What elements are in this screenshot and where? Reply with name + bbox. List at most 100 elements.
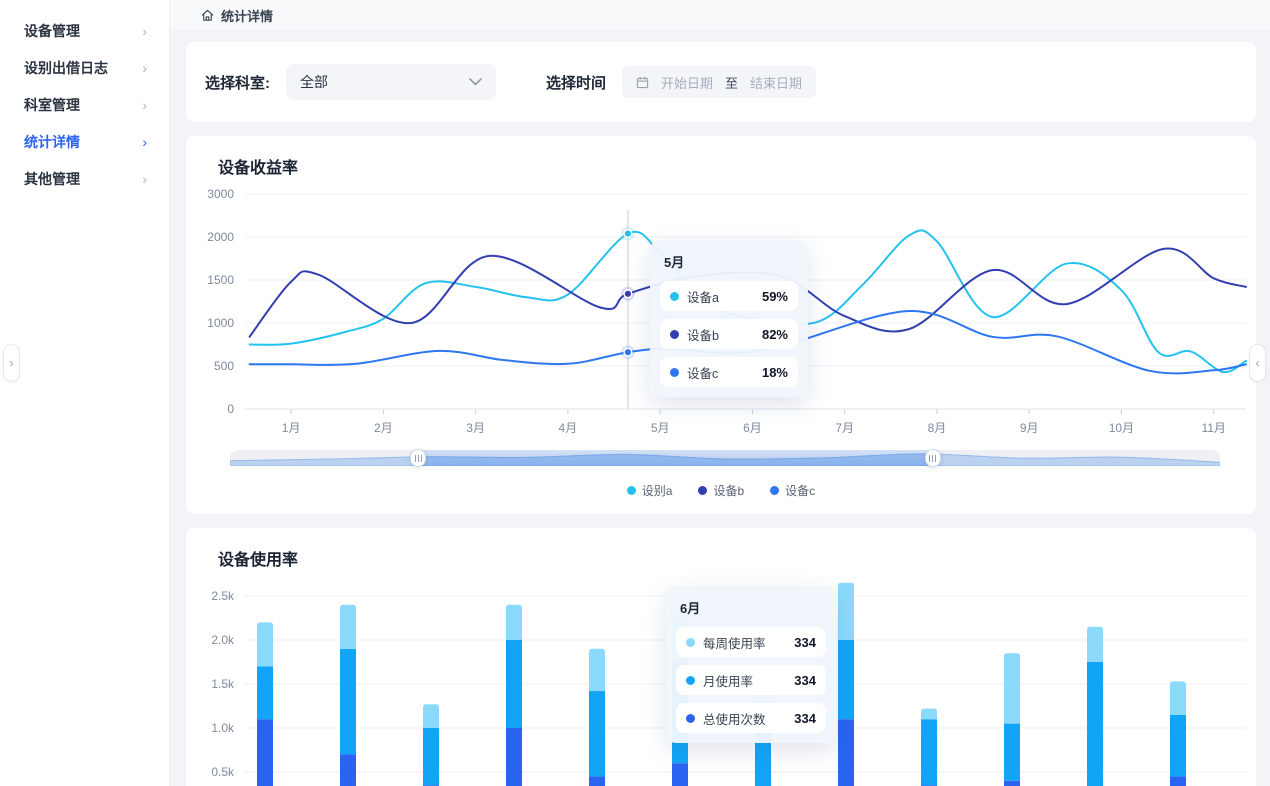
y-axis-tick-label: 1.0k bbox=[211, 721, 234, 735]
datazoom-slider[interactable] bbox=[230, 449, 1220, 467]
y-axis-tick-label: 2.0k bbox=[211, 633, 234, 647]
tooltip-series-label: 总使用次数 bbox=[703, 712, 766, 727]
tooltip-series-label: 每周使用率 bbox=[703, 636, 766, 651]
main-content: 统计详情 选择科室: 全部 选择时间 开始日期 至 结束日期 bbox=[170, 0, 1270, 786]
y-axis-tick-label: 1000 bbox=[207, 316, 234, 330]
x-axis-tick-label: 2月 bbox=[374, 421, 393, 435]
sidebar-item-label: 科室管理 bbox=[24, 96, 80, 113]
bar-chart-tooltip: 6月 每周使用率 334 月使用率 334 总使用次数 334 bbox=[666, 586, 836, 743]
y-axis-tick-label: 500 bbox=[213, 359, 234, 373]
revenue-rate-chart-card: 设备收益率 0 500 1000 1500 2000 3000 1月 2月 3月 4月 5月 6月 7… bbox=[186, 136, 1256, 514]
tooltip-title: 5月 bbox=[664, 255, 685, 270]
tooltip-series-label: 设备a bbox=[687, 290, 719, 305]
usage-rate-chart-card: 设备使用率 0.5k 1.0k 1.5k 2.0k 2.5k 6月 每周使用率 334 月使… bbox=[186, 528, 1256, 786]
y-axis-tick-label: 0 bbox=[227, 402, 234, 416]
x-axis-tick-label: 4月 bbox=[558, 421, 578, 435]
time-filter-label: 选择时间 bbox=[546, 74, 607, 92]
tooltip-series-value: 334 bbox=[794, 634, 816, 650]
grip-line bbox=[929, 454, 931, 462]
x-axis-tick-label: 8月 bbox=[927, 421, 947, 435]
sidebar-item-label: 设别出借日志 bbox=[24, 59, 108, 76]
x-axis-tick-label: 10月 bbox=[1108, 421, 1135, 435]
tooltip-series-label: 设备c bbox=[687, 366, 719, 381]
department-filter-label: 选择科室: bbox=[205, 74, 270, 92]
chevron-right-icon: › bbox=[142, 170, 147, 187]
sidebar-menu: 设备管理 › 设别出借日志 › 科室管理 › 统计详情 › 其他管理 › bbox=[0, 0, 169, 197]
legend-color-dot bbox=[698, 486, 708, 495]
legend-item[interactable]: 设备b bbox=[698, 482, 744, 499]
legend-item[interactable]: 设别a bbox=[626, 482, 672, 499]
sidebar-item-5[interactable]: 其他管理 › bbox=[0, 160, 169, 197]
legend-label: 设备c bbox=[785, 484, 816, 498]
sidebar-item-label: 设备管理 bbox=[24, 22, 80, 39]
sidebar-item-4[interactable]: 统计详情 › bbox=[0, 123, 169, 160]
calendar-icon bbox=[636, 76, 649, 88]
chevron-right-icon: › bbox=[9, 356, 14, 370]
legend-color-dot bbox=[770, 486, 780, 495]
chevron-right-icon: › bbox=[142, 59, 147, 76]
y-axis-tick-label: 2000 bbox=[207, 230, 234, 244]
breadcrumb: 统计详情 bbox=[170, 0, 1270, 30]
chart-title-usage-rate: 设备使用率 bbox=[218, 552, 299, 569]
grip-line bbox=[420, 454, 422, 462]
series-color-dot bbox=[670, 367, 679, 377]
line-chart-tooltip: 5月 设备a 59% 设备b 82% 设备c 18% bbox=[650, 240, 808, 397]
grip-line bbox=[414, 454, 416, 462]
tooltip-series-value: 334 bbox=[794, 672, 816, 688]
x-axis-tick-label: 7月 bbox=[835, 421, 855, 435]
legend-item[interactable]: 设备c bbox=[770, 482, 815, 499]
breadcrumb-title: 统计详情 bbox=[221, 8, 274, 24]
chevron-right-icon: › bbox=[142, 22, 147, 39]
x-axis-tick-label: 3月 bbox=[466, 421, 485, 435]
department-select[interactable]: 全部 bbox=[286, 64, 496, 100]
chart-title-revenue-rate: 设备收益率 bbox=[218, 160, 299, 177]
series-color-dot bbox=[670, 291, 679, 301]
y-axis-tick-label: 2.5k bbox=[211, 589, 234, 603]
grip-line bbox=[417, 454, 419, 462]
legend-label: 设备b bbox=[713, 484, 745, 498]
y-axis-tick-label: 1500 bbox=[207, 273, 234, 287]
y-axis-tick-label: 1.5k bbox=[211, 677, 234, 691]
x-axis-tick-label: 9月 bbox=[1019, 421, 1039, 435]
tooltip-title: 6月 bbox=[680, 601, 701, 616]
tooltip-row: 月使用率 334 bbox=[676, 665, 826, 695]
series-color-dot bbox=[686, 713, 695, 723]
datazoom-selected-range[interactable] bbox=[418, 450, 933, 466]
chevron-right-icon: › bbox=[142, 96, 147, 113]
sidebar-item-3[interactable]: 科室管理 › bbox=[0, 86, 169, 123]
y-axis-tick-label: 3000 bbox=[207, 187, 234, 201]
tooltip-row: 设备b 82% bbox=[660, 319, 798, 349]
tooltip-series-label: 月使用率 bbox=[703, 674, 754, 689]
grip-line bbox=[935, 454, 937, 462]
chevron-down-icon bbox=[469, 78, 482, 86]
department-select-value: 全部 bbox=[300, 74, 328, 90]
sidebar-item-1[interactable]: 设备管理 › bbox=[0, 12, 169, 49]
tooltip-series-value: 82% bbox=[761, 326, 788, 342]
x-axis-tick-label: 6月 bbox=[743, 421, 762, 435]
series-color-dot bbox=[670, 329, 679, 339]
x-axis-tick-label: 11月 bbox=[1201, 421, 1226, 435]
line-chart-legend: 设别a 设备b 设备c bbox=[186, 482, 1256, 499]
tooltip-series-value: 334 bbox=[794, 710, 816, 726]
datazoom-handle-left[interactable] bbox=[410, 449, 427, 467]
filter-panel: 选择科室: 全部 选择时间 开始日期 至 结束日期 bbox=[186, 42, 1256, 122]
x-axis-tick-label: 1月 bbox=[281, 421, 301, 435]
date-range-picker[interactable]: 开始日期 至 结束日期 bbox=[622, 66, 817, 98]
start-date-input[interactable]: 开始日期 bbox=[661, 75, 714, 91]
tooltip-row: 每周使用率 334 bbox=[676, 627, 826, 657]
panel-collapse-right-button[interactable]: ‹ bbox=[1249, 344, 1266, 382]
tooltip-row: 设备a 59% bbox=[660, 281, 798, 311]
date-separator: 至 bbox=[725, 75, 739, 91]
datazoom-handle-right[interactable] bbox=[924, 449, 941, 467]
sidebar-collapse-left-button[interactable]: › bbox=[3, 344, 20, 382]
sidebar-item-2[interactable]: 设别出借日志 › bbox=[0, 49, 169, 86]
tooltip-row: 总使用次数 334 bbox=[676, 703, 826, 733]
tooltip-series-value: 59% bbox=[761, 288, 788, 304]
tooltip-row: 设备c 18% bbox=[660, 357, 798, 387]
grip-line bbox=[932, 454, 934, 462]
end-date-input[interactable]: 结束日期 bbox=[750, 75, 803, 91]
series-color-dot bbox=[686, 675, 695, 685]
x-axis-tick-label: 5月 bbox=[650, 421, 670, 435]
y-axis-tick-label: 0.5k bbox=[211, 765, 234, 779]
sidebar-item-label: 统计详情 bbox=[24, 133, 80, 150]
